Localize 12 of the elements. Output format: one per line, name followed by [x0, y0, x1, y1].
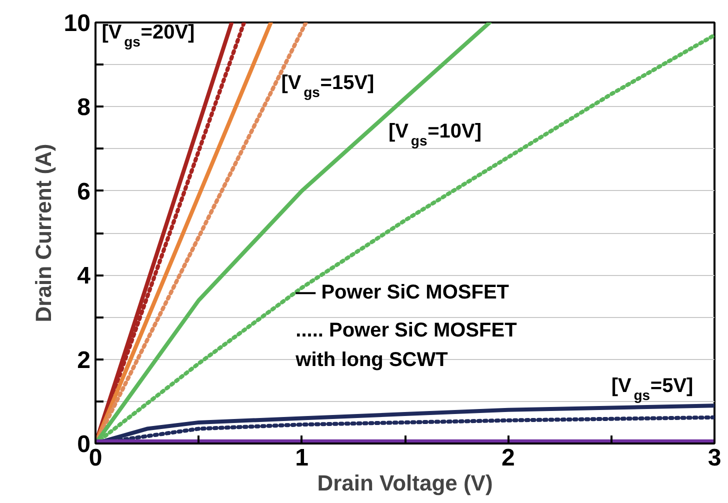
annotation: ..... Power SiC MOSFET with long SCWT: [294, 319, 517, 372]
x-tick-label: 3: [708, 444, 722, 472]
y-tick-label: 2: [77, 346, 91, 374]
y-tick-label: 6: [77, 178, 91, 206]
y-tick-label: 4: [77, 262, 92, 290]
y-tick-label: 8: [77, 94, 91, 122]
x-tick-label: 1: [295, 444, 309, 472]
annotation: — Power SiC MOSFET: [296, 281, 510, 304]
x-tick-label: 2: [501, 444, 515, 472]
y-tick-label: 10: [64, 10, 91, 37]
x-axis-title: Drain Voltage (V): [317, 470, 493, 496]
y-axis-title: Drain Current (A): [30, 144, 56, 322]
